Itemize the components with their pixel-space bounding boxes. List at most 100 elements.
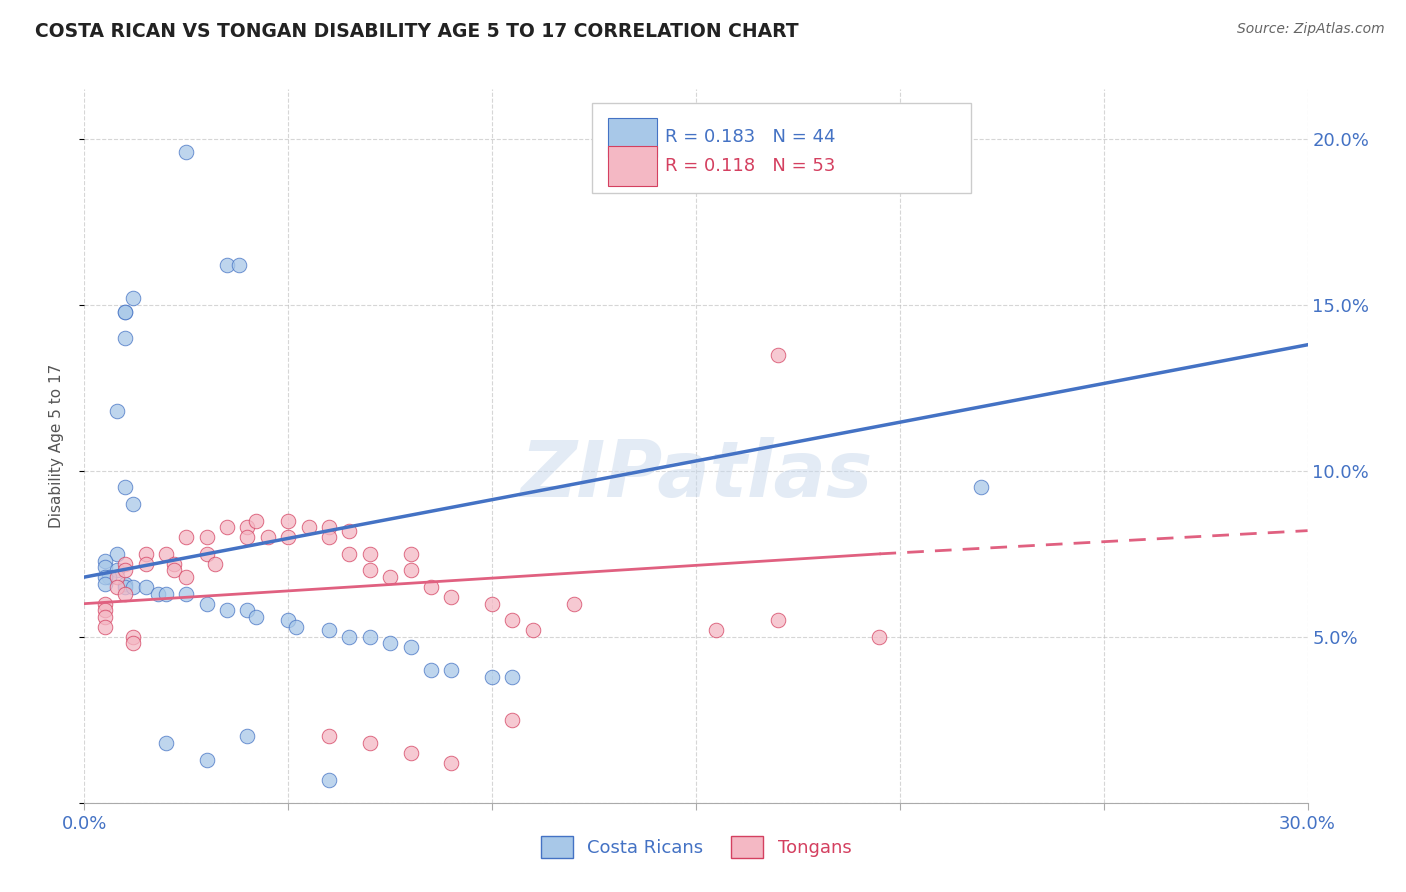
Point	[522, 624, 544, 638]
Point	[236, 530, 259, 544]
Point	[135, 547, 157, 561]
Point	[105, 404, 128, 418]
Text: R = 0.118   N = 53: R = 0.118 N = 53	[665, 157, 835, 175]
Point	[399, 564, 422, 578]
Point	[277, 613, 299, 627]
Point	[706, 624, 728, 638]
Text: COSTA RICAN VS TONGAN DISABILITY AGE 5 TO 17 CORRELATION CHART: COSTA RICAN VS TONGAN DISABILITY AGE 5 T…	[35, 22, 799, 41]
Point	[114, 304, 136, 318]
Point	[766, 613, 789, 627]
FancyBboxPatch shape	[592, 103, 972, 193]
Point	[122, 291, 145, 305]
Point	[176, 145, 198, 160]
Point	[93, 560, 117, 574]
Point	[481, 597, 503, 611]
Point	[105, 547, 128, 561]
Point	[195, 547, 218, 561]
Point	[502, 670, 524, 684]
Text: R = 0.183   N = 44: R = 0.183 N = 44	[665, 128, 837, 146]
Point	[277, 530, 299, 544]
Point	[245, 514, 267, 528]
Point	[502, 713, 524, 727]
Point	[93, 576, 117, 591]
Point	[195, 753, 218, 767]
Point	[176, 587, 198, 601]
Point	[318, 730, 340, 744]
Point	[176, 570, 198, 584]
Point	[93, 553, 117, 567]
Point	[766, 348, 789, 362]
Point	[217, 258, 239, 272]
FancyBboxPatch shape	[607, 146, 657, 186]
FancyBboxPatch shape	[607, 118, 657, 157]
Point	[562, 597, 585, 611]
Point	[420, 663, 443, 677]
Point	[359, 630, 381, 644]
Point	[114, 564, 136, 578]
Point	[502, 613, 524, 627]
Point	[195, 597, 218, 611]
Point	[359, 564, 381, 578]
Point	[93, 597, 117, 611]
Point	[155, 547, 177, 561]
Point	[245, 610, 267, 624]
Point	[93, 620, 117, 634]
Point	[285, 620, 308, 634]
Point	[228, 258, 250, 272]
Point	[122, 497, 145, 511]
Point	[93, 570, 117, 584]
Point	[195, 530, 218, 544]
Point	[114, 331, 136, 345]
Point	[318, 530, 340, 544]
Text: Source: ZipAtlas.com: Source: ZipAtlas.com	[1237, 22, 1385, 37]
Y-axis label: Disability Age 5 to 17: Disability Age 5 to 17	[49, 364, 63, 528]
Point	[339, 630, 361, 644]
Point	[93, 610, 117, 624]
Point	[970, 481, 993, 495]
Point	[399, 547, 422, 561]
Point	[105, 564, 128, 578]
Point	[359, 547, 381, 561]
Point	[217, 603, 239, 617]
Point	[114, 576, 136, 591]
Point	[277, 514, 299, 528]
Point	[339, 524, 361, 538]
Point	[146, 587, 169, 601]
Point	[236, 730, 259, 744]
Point	[135, 557, 157, 571]
Point	[114, 580, 136, 594]
Point	[163, 564, 186, 578]
Point	[135, 580, 157, 594]
Point	[318, 520, 340, 534]
Point	[122, 630, 145, 644]
Point	[318, 624, 340, 638]
Point	[155, 587, 177, 601]
Point	[114, 304, 136, 318]
Point	[122, 636, 145, 650]
Point	[359, 736, 381, 750]
Text: ZIPatlas: ZIPatlas	[520, 436, 872, 513]
Point	[257, 530, 280, 544]
Point	[420, 580, 443, 594]
Point	[93, 603, 117, 617]
Point	[440, 663, 463, 677]
Point	[440, 590, 463, 604]
Point	[114, 481, 136, 495]
Point	[869, 630, 891, 644]
Point	[318, 772, 340, 787]
Point	[236, 520, 259, 534]
Point	[440, 756, 463, 770]
Point	[155, 736, 177, 750]
Point	[114, 557, 136, 571]
Point	[339, 547, 361, 561]
Point	[114, 587, 136, 601]
Legend: Costa Ricans, Tongans: Costa Ricans, Tongans	[533, 829, 859, 865]
Point	[380, 636, 402, 650]
Point	[105, 570, 128, 584]
Point	[105, 580, 128, 594]
Point	[399, 640, 422, 654]
Point	[298, 520, 321, 534]
Point	[97, 570, 120, 584]
Point	[481, 670, 503, 684]
Point	[163, 557, 186, 571]
